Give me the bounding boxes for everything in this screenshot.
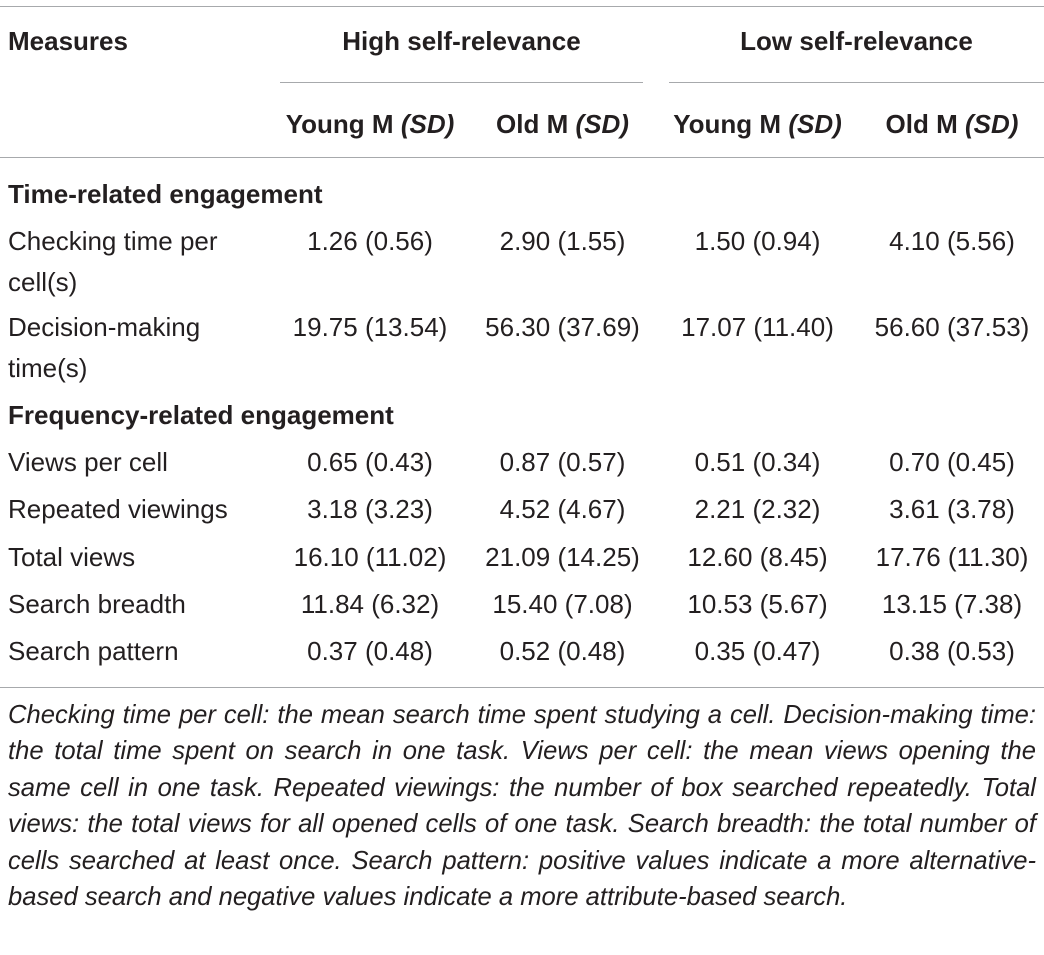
group-rule-high <box>280 82 643 83</box>
cell-high-young: 1.26 (0.56) <box>307 226 433 256</box>
table-bottom-rule <box>0 687 1044 688</box>
cell-low-young: 1.50 (0.94) <box>694 226 821 256</box>
col-header-main: Young M <box>285 109 394 139</box>
cell-low-young: 0.51 (0.34) <box>694 447 821 477</box>
cell-high-young: 0.37 (0.48) <box>307 636 433 666</box>
cell-high-old: 4.52 (4.67) <box>499 494 626 524</box>
section-title-frequency: Frequency-related engagement <box>8 400 394 430</box>
cell-low-young: 12.60 (8.45) <box>687 542 828 572</box>
cell-low-young: 0.35 (0.47) <box>694 636 821 666</box>
cell-low-old: 56.60 (37.53) <box>874 312 1030 342</box>
cell-low-young: 10.53 (5.67) <box>687 589 828 619</box>
cell-low-old: 4.10 (5.56) <box>889 226 1015 256</box>
col-header-main: Old M <box>885 109 958 139</box>
group-rule-low <box>669 82 1044 83</box>
col-header-main: Young M <box>673 109 782 139</box>
cell-high-old: 2.90 (1.55) <box>499 226 626 256</box>
col-header-low-young: Young M (SD) <box>655 104 860 144</box>
col-header-sd: (SD) <box>788 109 842 139</box>
measures-header: Measures <box>8 26 128 56</box>
cell-high-old: 15.40 (7.08) <box>492 589 633 619</box>
section-title-time: Time-related engagement <box>8 179 323 209</box>
row-label: Total views <box>8 542 136 572</box>
row-label: Decision-making <box>8 312 201 342</box>
cell-high-young: 3.18 (3.23) <box>307 494 433 524</box>
cell-high-young: 19.75 (13.54) <box>292 312 448 342</box>
header-bottom-rule <box>0 157 1044 158</box>
col-header-sd: (SD) <box>400 109 455 139</box>
cell-low-old: 13.15 (7.38) <box>881 589 1023 619</box>
cell-low-old: 0.38 (0.53) <box>889 636 1015 666</box>
row-label: Checking time per <box>8 226 218 256</box>
col-header-sd: (SD) <box>575 109 629 139</box>
cell-high-old: 0.52 (0.48) <box>499 636 626 666</box>
cell-low-old: 17.76 (11.30) <box>875 542 1029 572</box>
cell-high-young: 16.10 (11.02) <box>293 542 447 572</box>
top-rule <box>0 6 1044 7</box>
col-header-high-young: Young M (SD) <box>270 104 470 144</box>
row-label: Repeated viewings <box>8 494 228 524</box>
group-header-low: Low self-relevance <box>740 26 973 56</box>
cell-low-old: 3.61 (3.78) <box>889 494 1015 524</box>
cell-high-young: 11.84 (6.32) <box>300 589 440 619</box>
cell-low-old: 0.70 (0.45) <box>889 447 1015 477</box>
row-label: Views per cell <box>8 447 168 477</box>
cell-low-young: 17.07 (11.40) <box>681 312 834 342</box>
cell-high-old: 0.87 (0.57) <box>499 447 626 477</box>
cell-high-old: 21.09 (14.25) <box>485 542 640 572</box>
col-header-main: Old M <box>496 109 569 139</box>
col-header-sd: (SD) <box>965 109 1019 139</box>
cell-high-old: 56.30 (37.69) <box>485 312 640 342</box>
row-label-cont: time(s) <box>8 353 88 383</box>
group-header-high: High self-relevance <box>342 26 581 56</box>
cell-high-young: 0.65 (0.43) <box>307 447 433 477</box>
col-header-low-old: Old M (SD) <box>860 104 1044 144</box>
row-label: Search pattern <box>8 636 179 666</box>
table-footnote: Checking time per cell: the mean search … <box>8 701 1036 912</box>
cell-low-young: 2.21 (2.32) <box>694 494 821 524</box>
col-header-high-old: Old M (SD) <box>470 104 655 144</box>
row-label-cont: cell(s) <box>8 267 78 297</box>
row-label: Search breadth <box>8 589 186 619</box>
